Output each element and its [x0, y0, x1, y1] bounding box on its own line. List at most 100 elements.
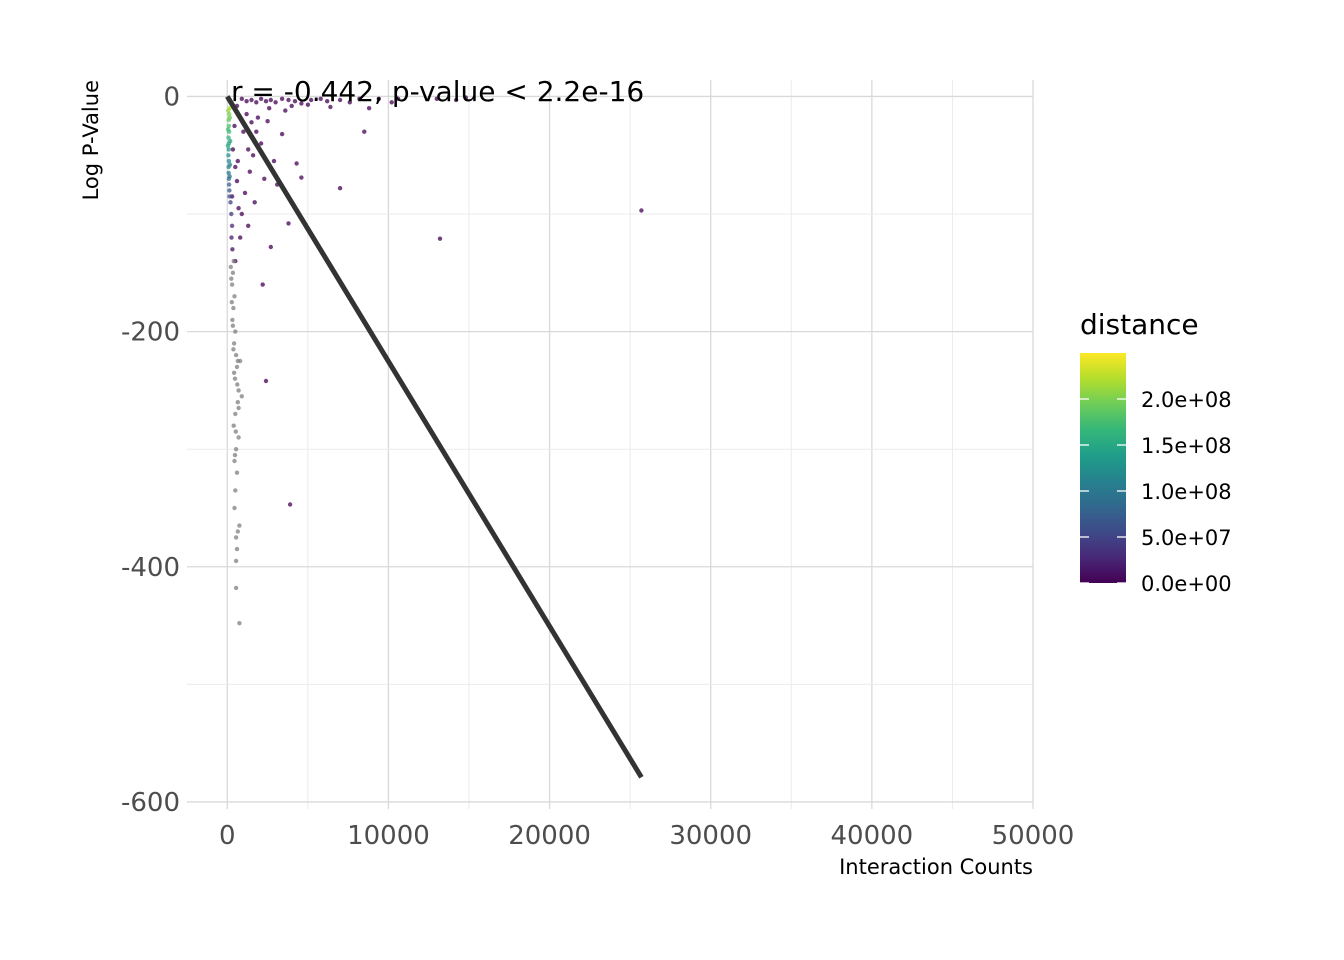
data-point — [271, 158, 277, 164]
data-point — [233, 447, 239, 452]
tick-labels: 0 10000 20000 30000 40000 50000 0 -200 -400 -600 — [121, 82, 1074, 851]
data-point — [239, 211, 244, 217]
data-point — [229, 235, 234, 240]
data-point — [268, 244, 273, 250]
data-point — [227, 194, 232, 199]
data-point — [238, 235, 243, 240]
data-point — [286, 221, 291, 226]
data-point — [230, 270, 236, 275]
data-point — [366, 106, 372, 111]
data-point — [236, 206, 241, 211]
data-point — [230, 147, 236, 152]
data-point — [231, 370, 237, 375]
data-point — [231, 423, 236, 428]
data-point — [263, 378, 269, 384]
data-point — [236, 405, 241, 411]
data-point — [244, 99, 249, 104]
data-point — [273, 100, 278, 105]
data-point — [237, 523, 242, 528]
data-point — [234, 178, 240, 184]
data-point — [232, 294, 237, 299]
data-point — [233, 558, 239, 564]
legend-label: 1.0e+08 — [1141, 480, 1232, 504]
data-point — [233, 329, 238, 334]
data-point — [231, 258, 236, 264]
regression-line — [225, 95, 644, 779]
y-tick-label: -200 — [121, 318, 180, 348]
data-point — [362, 129, 367, 134]
legend-colorbar — [1080, 353, 1126, 583]
data-point — [231, 305, 236, 311]
data-point — [229, 300, 234, 305]
data-point — [229, 276, 234, 281]
data-point — [226, 182, 232, 187]
data-point — [231, 341, 237, 346]
data-point — [268, 97, 273, 103]
data-point — [236, 435, 241, 440]
fit-line — [225, 95, 644, 779]
data-point — [235, 158, 240, 164]
data-point — [226, 147, 231, 152]
data-point — [227, 162, 233, 167]
data-point — [389, 100, 394, 105]
data-point — [226, 158, 232, 164]
data-point — [262, 176, 267, 181]
data-point — [232, 452, 238, 458]
data-point — [236, 388, 241, 393]
data-point — [227, 115, 233, 120]
data-point — [232, 376, 238, 381]
data-point — [225, 127, 231, 132]
data-point — [294, 161, 299, 166]
x-tick-label: 30000 — [669, 821, 752, 851]
data-point — [233, 411, 238, 417]
data-point — [287, 502, 293, 507]
data-point — [228, 138, 233, 144]
data-point — [234, 470, 240, 475]
x-tick-label: 40000 — [830, 821, 913, 851]
data-point — [226, 123, 232, 129]
y-tick-label: -600 — [121, 788, 180, 818]
data-point — [279, 131, 285, 137]
data-point — [252, 200, 257, 205]
data-point — [328, 104, 333, 110]
data-point — [232, 458, 237, 464]
data-point — [639, 208, 644, 213]
data-point — [227, 111, 232, 117]
data-point — [233, 535, 239, 540]
data-point — [233, 164, 238, 170]
data-point — [453, 97, 459, 103]
data-point — [233, 488, 238, 493]
legend-label: 1.5e+08 — [1141, 434, 1232, 458]
legend-label: 5.0e+07 — [1141, 526, 1232, 550]
data-point — [235, 529, 240, 534]
data-point — [249, 97, 254, 103]
data-point — [318, 96, 323, 102]
data-point — [234, 364, 240, 370]
data-point — [247, 169, 252, 174]
data-point — [227, 188, 232, 193]
data-point — [231, 347, 236, 352]
data-point — [299, 175, 304, 180]
data-point — [255, 115, 261, 120]
color-legend: distance 0.0e+00 5.0e+07 1.0e+08 1.5e+08 2.0… — [1080, 308, 1232, 596]
data-point — [230, 247, 235, 252]
data-point — [232, 505, 237, 511]
data-point — [292, 99, 298, 104]
data-point — [233, 352, 239, 358]
data-point — [226, 135, 231, 140]
y-tick-label: -400 — [121, 553, 180, 583]
data-point — [286, 97, 291, 103]
data-point — [265, 119, 270, 124]
data-point — [325, 99, 330, 104]
data-point — [254, 129, 259, 134]
data-point — [263, 99, 269, 104]
data-point — [337, 97, 343, 103]
data-point — [308, 97, 314, 103]
data-point — [299, 101, 304, 106]
data-point — [235, 382, 240, 387]
data-point — [279, 96, 285, 102]
data-point — [235, 400, 240, 405]
x-tick-label: 20000 — [508, 821, 591, 851]
